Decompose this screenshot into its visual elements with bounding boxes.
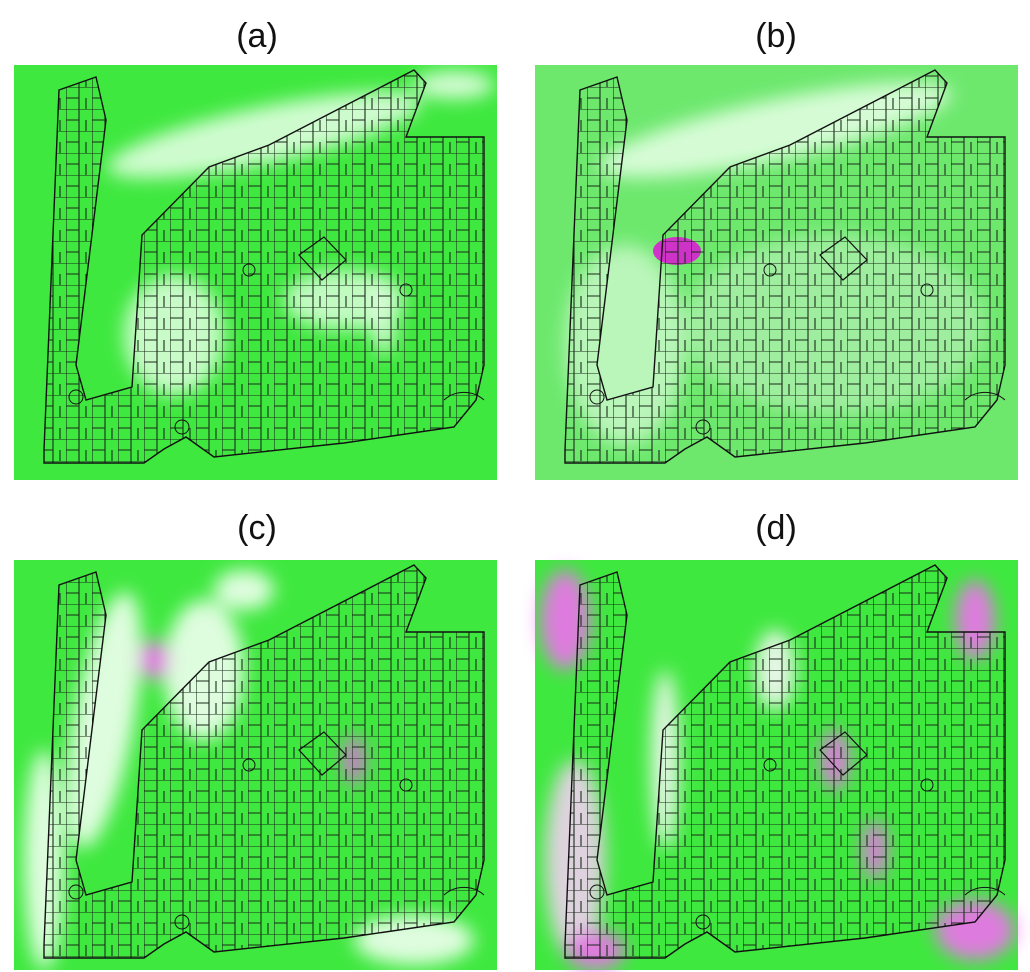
map-panel [535,63,1018,480]
map-panel [535,560,1018,972]
panel-label: (d) [755,509,797,547]
panel-label: (c) [237,509,277,547]
panel-label: (b) [755,17,797,55]
map-panel [14,560,497,972]
map-panel [14,65,497,480]
panel-label: (a) [236,17,278,55]
